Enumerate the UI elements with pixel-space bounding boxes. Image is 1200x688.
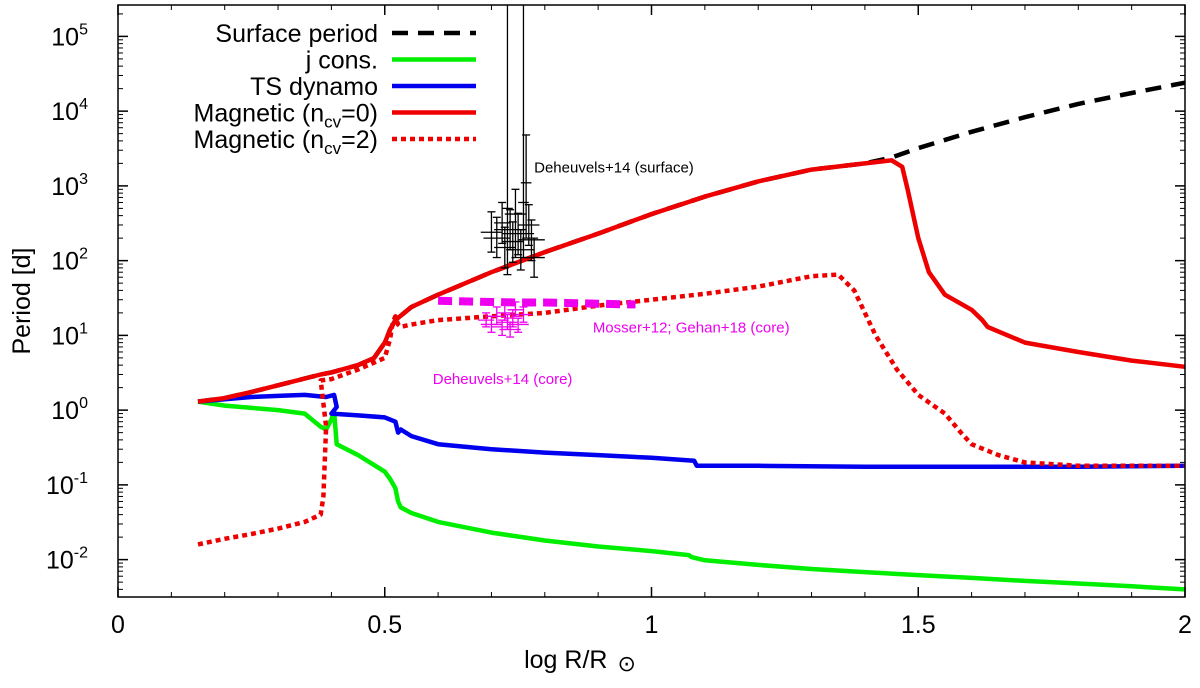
y-tick-exponent: 4 <box>79 96 88 113</box>
legend-label-subscript: cv <box>324 113 342 132</box>
series-line-magnetic-ncv-2- <box>197 272 1185 547</box>
legend-label-text: Magnetic (n <box>194 126 325 154</box>
x-tick-label: 0 <box>111 611 125 639</box>
legend-label-text: Surface period <box>215 20 378 48</box>
y-tick-label: 102 <box>51 246 88 276</box>
legend-label: TS dynamo <box>250 73 378 101</box>
series-line-j-cons- <box>197 399 1186 592</box>
x-tick-label: 1.5 <box>901 611 936 639</box>
y-tick-base: 10 <box>51 248 79 276</box>
legend-label: Magnetic (ncv=2) <box>194 126 378 158</box>
y-tick-label: 105 <box>51 21 88 51</box>
observations-layer <box>438 5 636 338</box>
y-tick-exponent: -2 <box>74 545 88 562</box>
y-tick-base: 10 <box>51 322 79 350</box>
x-axis-label-text: log R/R <box>524 646 607 674</box>
y-tick-base: 10 <box>46 472 74 500</box>
x-axis-label: log R/R ⊙ <box>524 646 636 676</box>
legend-label-suffix: =2) <box>341 126 378 154</box>
y-tick-exponent: -1 <box>74 470 88 487</box>
y-tick-exponent: 5 <box>79 21 88 38</box>
legend-label-subscript: cv <box>324 139 342 158</box>
y-tick-base: 10 <box>51 23 79 51</box>
plot-frame <box>117 4 1186 598</box>
legend-label-suffix: =0) <box>341 100 378 128</box>
legend-label-text: TS dynamo <box>250 73 378 101</box>
y-tick-label: 10-1 <box>46 470 88 500</box>
sun-symbol: ⊙ <box>617 651 635 676</box>
y-tick-label: 101 <box>51 320 88 350</box>
y-tick-base: 10 <box>51 98 79 126</box>
y-tick-label: 103 <box>51 171 88 201</box>
series-layer <box>197 80 1186 592</box>
axis-ticks <box>117 5 1186 597</box>
x-tick-label: 1 <box>645 611 659 639</box>
annotation-label: Mosser+12; Gehan+18 (core) <box>593 319 790 336</box>
legend-label: Surface period <box>215 20 378 48</box>
y-tick-exponent: 0 <box>79 395 88 412</box>
y-tick-base: 10 <box>51 397 79 425</box>
y-tick-label: 100 <box>51 395 88 425</box>
y-tick-base: 10 <box>51 173 79 201</box>
legend-label: Magnetic (ncv=0) <box>194 100 378 132</box>
legend-label-text: Magnetic (n <box>194 100 325 128</box>
y-tick-exponent: 3 <box>79 171 88 188</box>
x-tick-label: 0.5 <box>367 611 402 639</box>
obs-line-core <box>438 296 636 309</box>
y-tick-label: 10-2 <box>46 545 88 575</box>
legend-label: j cons. <box>305 47 378 75</box>
y-tick-exponent: 1 <box>79 320 88 337</box>
y-tick-exponent: 2 <box>79 246 88 263</box>
legend-label-text: j cons. <box>305 47 378 75</box>
annotation-labels: Deheuvels+14 (surface) Mosser+12; Gehan+1… <box>433 160 790 388</box>
y-axis-label: Period [d] <box>8 247 36 354</box>
series-line-magnetic-ncv-0- <box>197 158 1186 404</box>
x-tick-label: 2 <box>1178 611 1192 639</box>
annotation-label: Deheuvels+14 (surface) <box>534 160 694 177</box>
y-tick-base: 10 <box>46 547 74 575</box>
y-tick-label: 104 <box>51 96 88 126</box>
series-line-ts-dynamo <box>197 392 1186 469</box>
annotation-label: Deheuvels+14 (core) <box>433 371 573 388</box>
